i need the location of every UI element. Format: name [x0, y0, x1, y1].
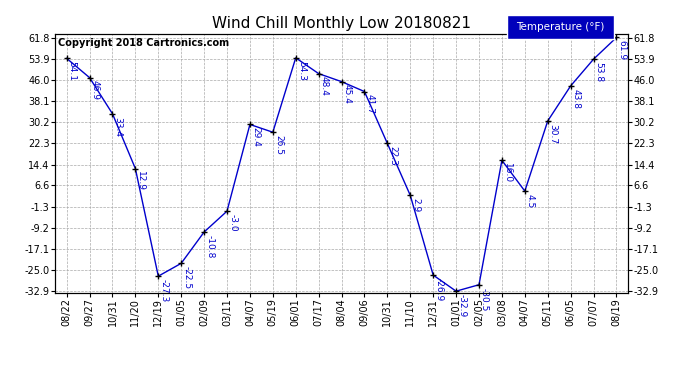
Title: Wind Chill Monthly Low 20180821: Wind Chill Monthly Low 20180821: [212, 16, 471, 31]
Text: 2.9: 2.9: [411, 198, 420, 212]
Text: Temperature (°F): Temperature (°F): [516, 22, 605, 32]
Text: 41.7: 41.7: [366, 94, 375, 114]
Text: 43.8: 43.8: [572, 89, 581, 109]
Text: 46.9: 46.9: [90, 80, 99, 100]
Text: 54.1: 54.1: [68, 61, 77, 81]
Text: 29.4: 29.4: [251, 127, 260, 147]
Text: -26.9: -26.9: [434, 278, 443, 301]
Text: 22.3: 22.3: [388, 146, 397, 166]
Text: -22.5: -22.5: [182, 266, 191, 289]
Text: 26.5: 26.5: [274, 135, 283, 155]
Text: -32.9: -32.9: [457, 294, 466, 317]
Text: -30.5: -30.5: [480, 288, 489, 311]
Text: 12.9: 12.9: [137, 171, 146, 191]
Text: Copyright 2018 Cartronics.com: Copyright 2018 Cartronics.com: [58, 38, 229, 48]
Text: 61.9: 61.9: [618, 40, 627, 60]
Text: 30.7: 30.7: [549, 124, 558, 144]
Text: 33.4: 33.4: [114, 117, 123, 136]
Text: 45.4: 45.4: [343, 84, 352, 104]
Text: -3.0: -3.0: [228, 214, 237, 231]
Text: 53.8: 53.8: [595, 62, 604, 82]
Text: 48.4: 48.4: [319, 76, 328, 96]
Text: -27.3: -27.3: [159, 279, 168, 302]
Text: 16.0: 16.0: [503, 163, 512, 183]
Text: 54.3: 54.3: [297, 61, 306, 81]
Text: -10.8: -10.8: [205, 235, 214, 258]
Text: 4.5: 4.5: [526, 194, 535, 208]
